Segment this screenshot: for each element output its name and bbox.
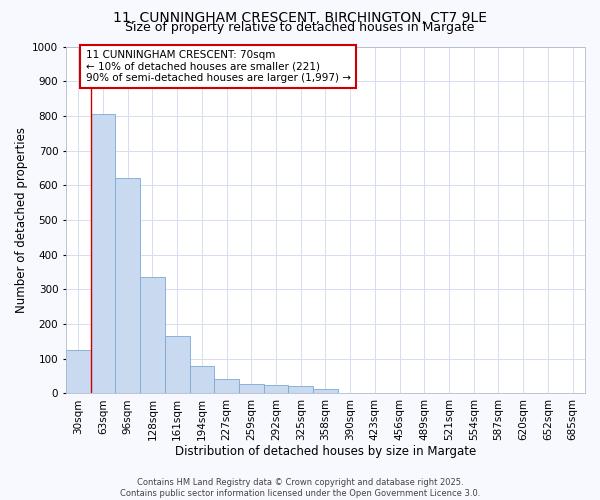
Bar <box>263 384 289 394</box>
Text: 11 CUNNINGHAM CRESCENT: 70sqm
← 10% of detached houses are smaller (221)
90% of : 11 CUNNINGHAM CRESCENT: 70sqm ← 10% of d… <box>86 50 351 83</box>
Bar <box>239 384 263 394</box>
Bar <box>66 350 91 394</box>
Bar <box>91 114 115 394</box>
Text: Size of property relative to detached houses in Margate: Size of property relative to detached ho… <box>125 21 475 34</box>
Text: 11, CUNNINGHAM CRESCENT, BIRCHINGTON, CT7 9LE: 11, CUNNINGHAM CRESCENT, BIRCHINGTON, CT… <box>113 11 487 25</box>
Bar <box>313 389 338 394</box>
Bar <box>214 380 239 394</box>
Bar <box>190 366 214 394</box>
Text: Contains HM Land Registry data © Crown copyright and database right 2025.
Contai: Contains HM Land Registry data © Crown c… <box>120 478 480 498</box>
Y-axis label: Number of detached properties: Number of detached properties <box>15 127 28 313</box>
Bar <box>165 336 190 394</box>
Bar <box>289 386 313 394</box>
X-axis label: Distribution of detached houses by size in Margate: Distribution of detached houses by size … <box>175 444 476 458</box>
Bar <box>140 277 165 394</box>
Bar <box>115 178 140 394</box>
